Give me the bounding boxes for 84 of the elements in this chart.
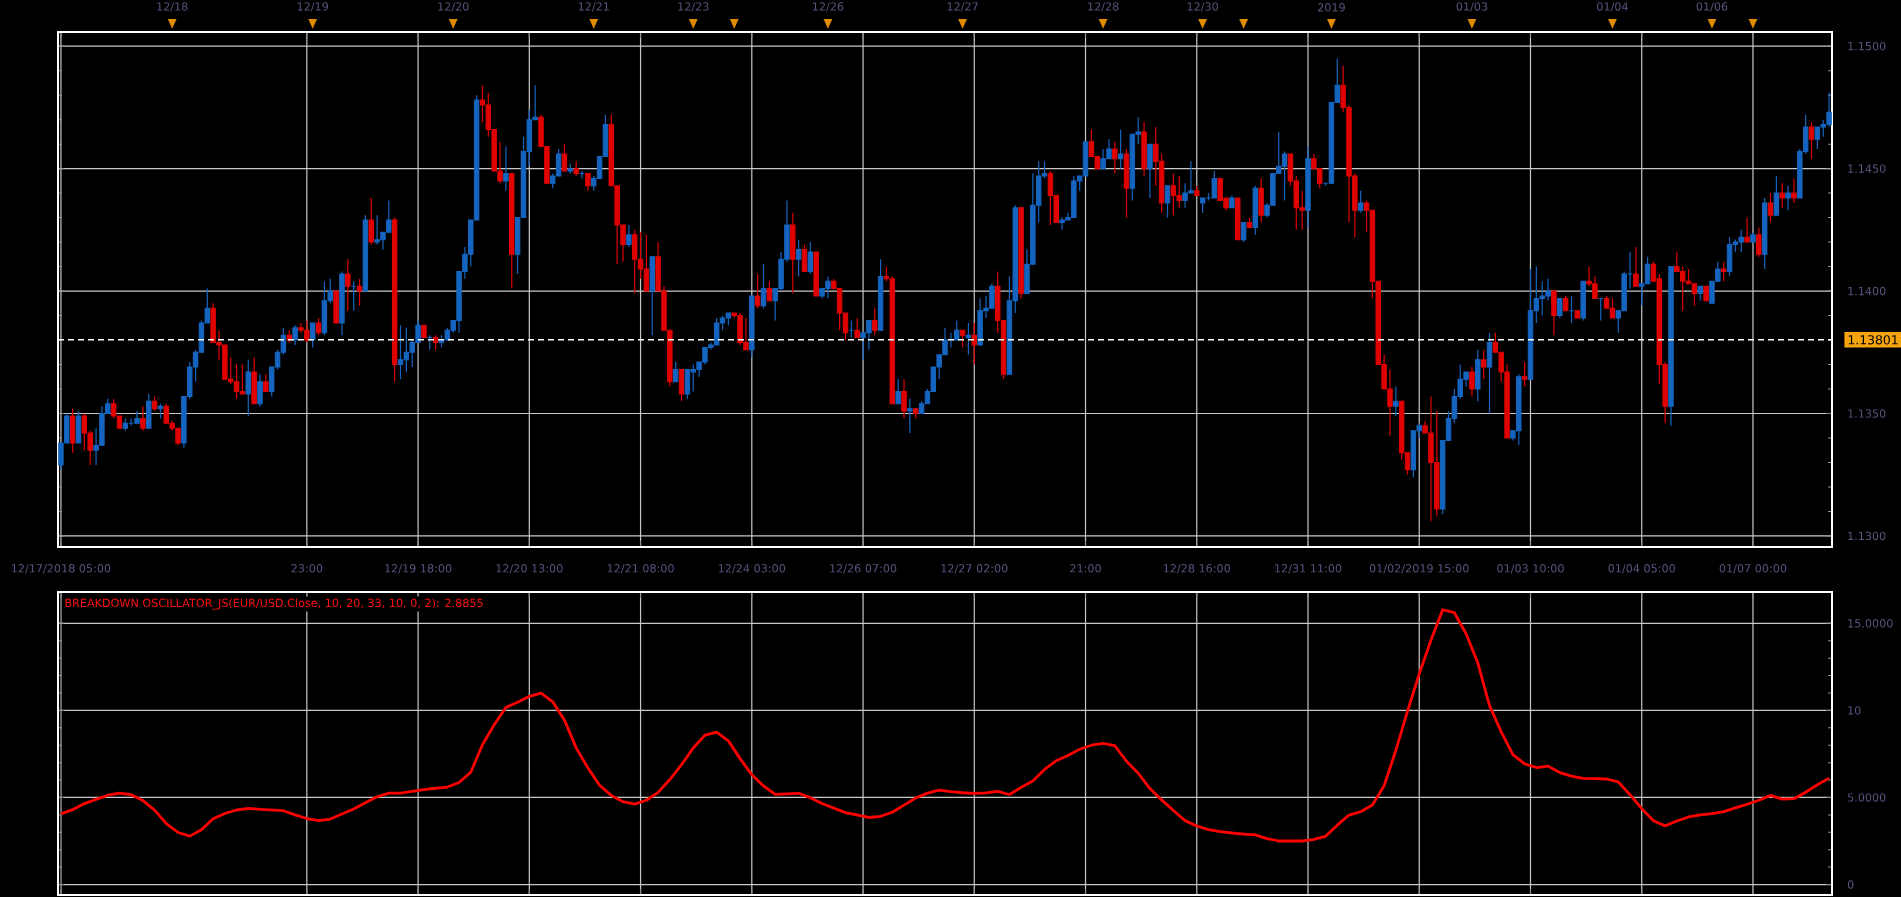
candlestick bbox=[626, 224, 632, 248]
candlestick bbox=[1480, 349, 1487, 380]
y-tick-label: 1.1500 bbox=[1848, 41, 1886, 51]
text: 01/03 bbox=[1456, 2, 1488, 12]
candlestick bbox=[953, 319, 960, 341]
candlestick bbox=[1240, 221, 1247, 243]
candlestick bbox=[356, 278, 363, 307]
x-tick-label: 12/27 02:00 bbox=[941, 564, 1008, 574]
candlestick bbox=[1521, 361, 1528, 388]
candlestick bbox=[1357, 190, 1364, 214]
text: 12/23 bbox=[678, 2, 709, 12]
x-tick-label: 12/28 16:00 bbox=[1163, 564, 1231, 574]
candlestick bbox=[292, 324, 298, 346]
candlestick bbox=[872, 307, 878, 336]
y-tick-label: 0 bbox=[1847, 880, 1854, 889]
text: 12/27 bbox=[947, 2, 978, 12]
candlestick bbox=[760, 263, 767, 309]
candlestick bbox=[1773, 175, 1780, 216]
x-tick-label: 12/17/2018 05:00 bbox=[11, 564, 111, 574]
candlestick bbox=[368, 197, 374, 246]
x-tick-label: 01/07 00:00 bbox=[1719, 564, 1787, 574]
x-tick-label: 21:00 bbox=[1070, 564, 1101, 573]
x-tick-label: 23:00 bbox=[291, 564, 323, 573]
candlestick bbox=[309, 322, 316, 348]
candlestick bbox=[1779, 182, 1785, 209]
text: BREAKDOWN OSCILLATOR_JS(EUR/USD.Close, 10, 20, 33, 10, 0, 2): 2.8855 bbox=[65, 598, 483, 610]
x-tick-label: 12/20 13:00 bbox=[496, 564, 563, 574]
candlestick bbox=[895, 378, 901, 405]
candlestick bbox=[1744, 217, 1750, 243]
text: 12/20 bbox=[438, 2, 469, 12]
candlestick bbox=[1164, 185, 1171, 219]
x-tick-label: 01/02/2019 15:00 bbox=[1369, 564, 1469, 574]
candlestick bbox=[345, 258, 351, 312]
candlestick bbox=[801, 243, 808, 273]
candlestick bbox=[672, 361, 679, 383]
x-tick-label: 12/21 08:00 bbox=[607, 564, 674, 574]
candlestick bbox=[971, 322, 978, 366]
text: 12/19 bbox=[297, 2, 329, 12]
text: 2019 bbox=[1317, 3, 1345, 12]
y-tick-label: 1.1400 bbox=[1848, 286, 1886, 296]
x-tick-label: 12/24 03:00 bbox=[718, 564, 786, 574]
candlestick bbox=[1720, 261, 1727, 282]
candlestick bbox=[907, 398, 913, 434]
x-tick-label: 12/26 07:00 bbox=[830, 564, 897, 574]
candlestick bbox=[766, 280, 773, 302]
y-tick-label: 15.0000 bbox=[1848, 619, 1893, 628]
text: 12/18 bbox=[157, 2, 188, 12]
candlestick bbox=[1557, 297, 1563, 319]
candlestick bbox=[807, 241, 814, 275]
candlestick bbox=[140, 405, 146, 432]
candlestick bbox=[1785, 185, 1791, 211]
text: 01/06 bbox=[1696, 2, 1728, 12]
y-tick-label: 1.1300 bbox=[1848, 531, 1886, 541]
candlestick bbox=[1767, 192, 1774, 224]
candlestick bbox=[1112, 141, 1118, 175]
candlestick bbox=[1756, 226, 1762, 258]
candlestick bbox=[1117, 128, 1124, 170]
candlestick bbox=[257, 373, 263, 407]
candlestick bbox=[1791, 177, 1797, 204]
candlestick bbox=[245, 359, 252, 417]
x-tick-label: 01/04 05:00 bbox=[1608, 564, 1675, 574]
y-tick-label: 1.1350 bbox=[1848, 409, 1886, 418]
y-tick-label: 1.1450 bbox=[1848, 164, 1886, 173]
x-tick-label: 01/03 10:00 bbox=[1497, 564, 1564, 574]
candlestick bbox=[1393, 385, 1399, 417]
text: 12/26 bbox=[813, 2, 844, 12]
candlestick bbox=[561, 143, 568, 172]
candlestick bbox=[503, 145, 509, 192]
x-tick-label: 12/19 18:00 bbox=[385, 564, 452, 574]
text: 12/21 bbox=[578, 2, 609, 12]
x-tick-label: 12/31 11:00 bbox=[1275, 564, 1342, 574]
candlestick bbox=[754, 273, 761, 309]
candlestick bbox=[854, 317, 860, 339]
candlestick bbox=[901, 378, 907, 420]
text: 12/28 bbox=[1088, 2, 1119, 12]
text: 01/04 bbox=[1597, 2, 1628, 12]
candlestick bbox=[1808, 121, 1815, 160]
y-tick-label: 5.0000 bbox=[1847, 793, 1886, 802]
text: 12/30 bbox=[1187, 2, 1218, 12]
candlestick bbox=[795, 239, 802, 277]
candlestick bbox=[1633, 246, 1639, 287]
candlestick bbox=[1469, 366, 1475, 397]
ref-line-label: 1.13801 bbox=[1848, 335, 1898, 345]
y-tick-label: 10 bbox=[1848, 706, 1861, 715]
